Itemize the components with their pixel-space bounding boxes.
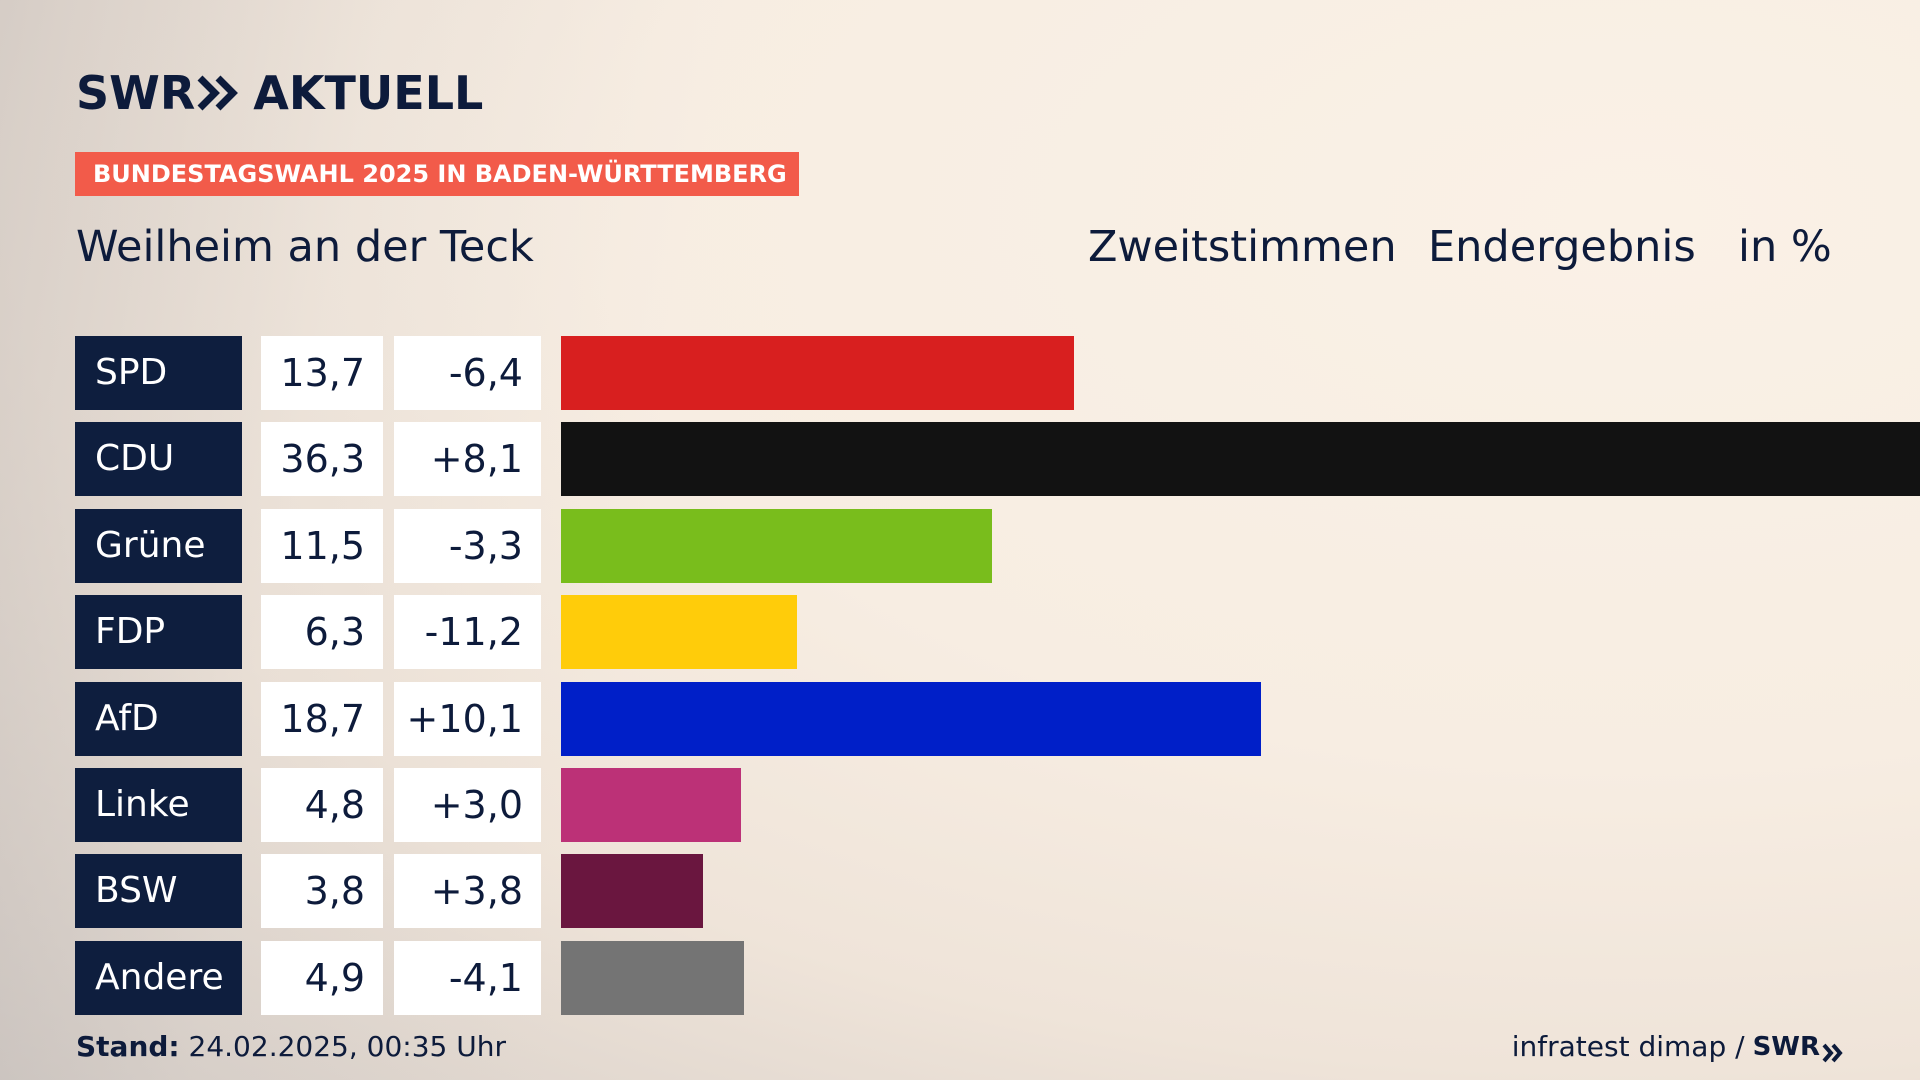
timestamp-value: 24.02.2025, 00:35 Uhr xyxy=(188,1030,506,1063)
party-label: Linke xyxy=(75,768,242,842)
vote-share-label: 4,9 xyxy=(261,940,383,1015)
logo-swr-text: SWR xyxy=(76,66,196,120)
party-label: Grüne xyxy=(75,508,242,583)
source-text: infratest dimap / xyxy=(1511,1030,1745,1063)
change-label: -3,3 xyxy=(394,508,541,583)
party-label: SPD xyxy=(75,336,242,410)
vote-share-label: 11,5 xyxy=(261,508,383,583)
bar-grüne xyxy=(561,508,992,583)
party-label: AfD xyxy=(75,681,242,756)
vote-share-label: 13,7 xyxy=(261,336,383,410)
bar-andere xyxy=(561,940,745,1015)
vote-share-label: 36,3 xyxy=(261,422,383,497)
source-credit: infratest dimap / SWR xyxy=(1512,1030,1844,1063)
constituency-title: Weilheim an der Teck xyxy=(76,222,534,272)
unit-label: in % xyxy=(1738,222,1832,272)
election-banner: BUNDESTAGSWAHL 2025 IN BADEN-WÜRTTEMBERG xyxy=(75,152,799,196)
result-type-label: Endergebnis xyxy=(1428,222,1696,272)
party-label: FDP xyxy=(75,595,242,670)
logo-aktuell-text: AKTUELL xyxy=(253,66,484,120)
bar-bsw xyxy=(561,854,704,929)
change-label: +10,1 xyxy=(394,681,541,756)
timestamp: Stand: 24.02.2025, 00:35 Uhr xyxy=(76,1030,506,1063)
bar-spd xyxy=(561,336,1074,410)
source-brand: SWR xyxy=(1752,1031,1820,1062)
change-label: +8,1 xyxy=(394,422,541,497)
timestamp-label: Stand: xyxy=(76,1030,180,1063)
change-label: +3,0 xyxy=(394,768,541,842)
vote-share-label: 4,8 xyxy=(261,768,383,842)
bar-afd xyxy=(561,681,1262,756)
vote-share-label: 3,8 xyxy=(261,854,383,929)
change-label: -11,2 xyxy=(394,595,541,670)
bar-cdu xyxy=(561,422,1920,497)
small-double-chevron-icon xyxy=(1822,1037,1844,1062)
bar-linke xyxy=(561,768,741,842)
vote-share-label: 18,7 xyxy=(261,681,383,756)
vote-type-label: Zweitstimmen xyxy=(1088,222,1397,272)
party-label: BSW xyxy=(75,854,242,929)
bar-fdp xyxy=(561,595,797,670)
vote-share-label: 6,3 xyxy=(261,595,383,670)
double-chevron-icon xyxy=(197,75,239,111)
swr-aktuell-logo: SWR AKTUELL xyxy=(76,66,484,120)
change-label: -6,4 xyxy=(394,336,541,410)
party-label: CDU xyxy=(75,422,242,497)
change-label: +3,8 xyxy=(394,854,541,929)
party-label: Andere xyxy=(75,940,242,1015)
change-label: -4,1 xyxy=(394,940,541,1015)
